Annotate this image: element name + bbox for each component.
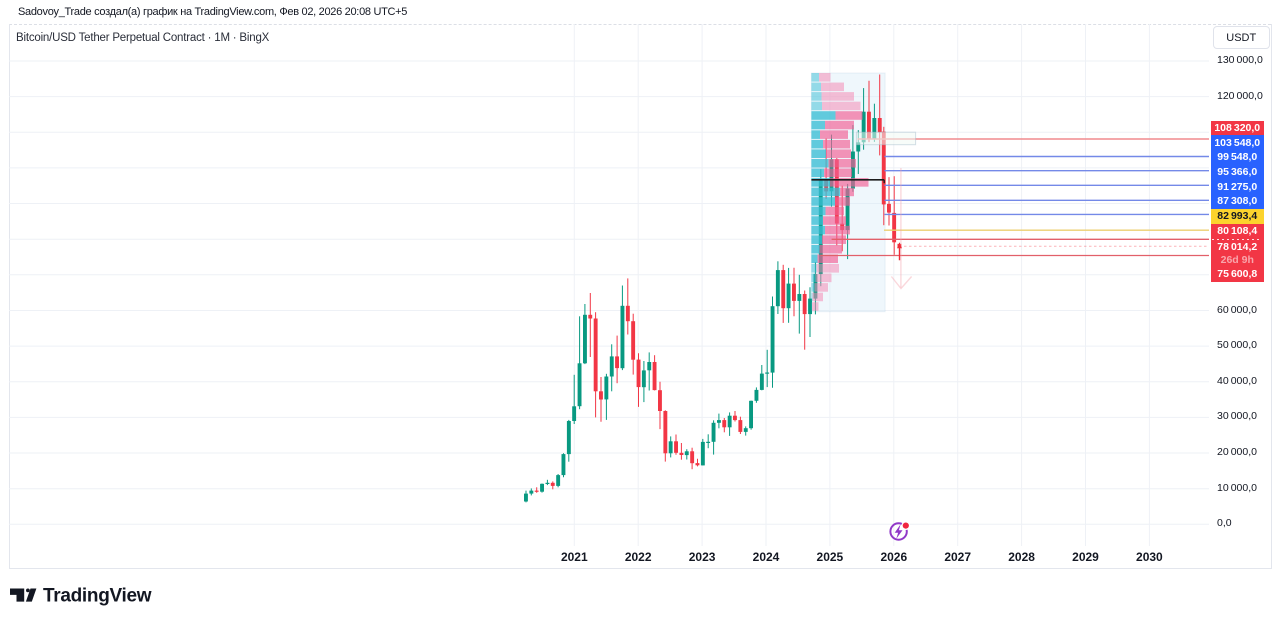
- svg-text:TradingView: TradingView: [43, 587, 152, 607]
